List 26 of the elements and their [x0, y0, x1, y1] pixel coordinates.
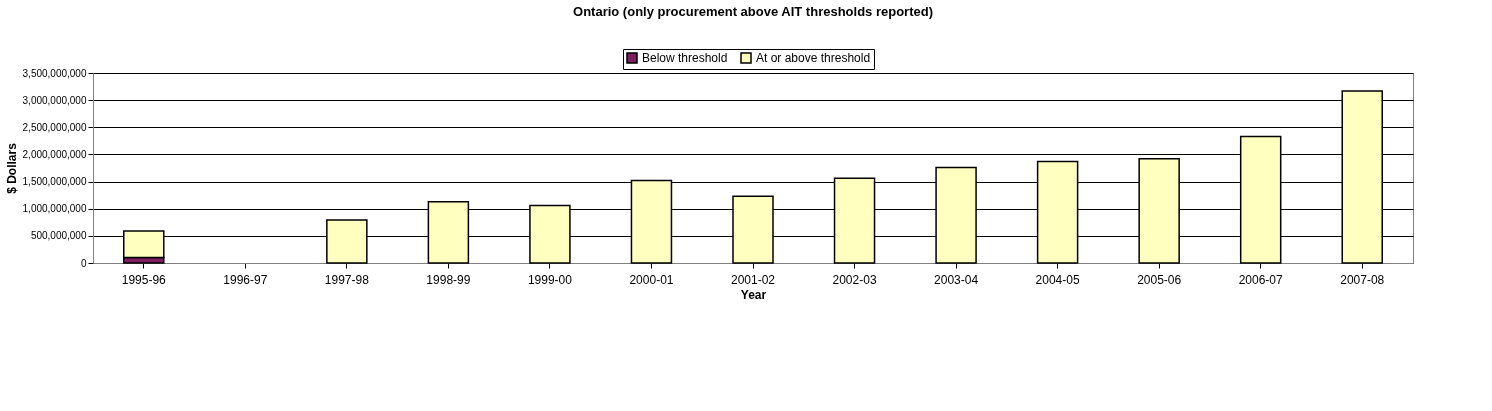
- x-tick-label: 2007-08: [1340, 272, 1385, 287]
- x-tick-label: 2004-05: [1035, 272, 1080, 287]
- y-tick-label: 3,000,000,000: [22, 94, 87, 106]
- x-tick-label: 2003-04: [934, 272, 979, 287]
- y-tick-label: 500,000,000: [30, 230, 87, 242]
- y-axis-title: $ Dollars: [4, 142, 19, 194]
- y-tick-label: 3,500,000,000: [22, 67, 87, 79]
- y-tick-label: 2,500,000,000: [22, 121, 87, 133]
- x-tick-label: 1996-97: [223, 272, 268, 287]
- chart-title: Ontario (only procurement above AIT thresholds reported): [573, 3, 933, 19]
- x-tick-label: 1999-00: [527, 272, 573, 287]
- x-tick-label: 2006-07: [1238, 272, 1284, 287]
- y-tick-label: 1,500,000,000: [22, 176, 87, 188]
- x-tick-label: 2005-06: [1137, 272, 1182, 287]
- x-tick-label: 2001-02: [730, 272, 776, 287]
- y-tick-label: 2,000,000,000: [22, 148, 87, 160]
- x-tick-label: 1997-98: [324, 272, 370, 287]
- x-axis-title: Year: [740, 287, 767, 302]
- legend-label: Below threshold: [642, 51, 728, 65]
- y-tick-label: 1,000,000,000: [22, 203, 87, 215]
- x-tick-label: 1998-99: [426, 272, 471, 287]
- x-tick-label: 2002-03: [832, 272, 877, 287]
- legend-label: At or above threshold: [756, 51, 871, 65]
- x-tick-label: 1995-96: [121, 272, 167, 287]
- y-tick-label: 0: [80, 257, 87, 269]
- x-tick-label: 2000-01: [629, 272, 674, 287]
